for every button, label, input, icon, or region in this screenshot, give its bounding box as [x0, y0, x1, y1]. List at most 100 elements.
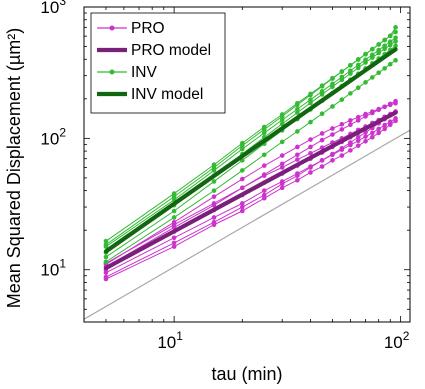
pro-point: [348, 122, 353, 128]
legend: PRO PRO model INV INV model: [90, 12, 226, 114]
inv-point: [339, 77, 345, 83]
pro-point: [363, 114, 368, 119]
inv-point: [370, 55, 375, 60]
pro-point: [240, 208, 245, 214]
pro-point: [279, 185, 285, 191]
pro-point: [240, 204, 245, 210]
y-tick-label: 103: [40, 0, 66, 17]
pro-point: [295, 157, 300, 162]
inv-point: [363, 60, 368, 65]
inv-point: [387, 39, 393, 44]
inv-point: [103, 254, 109, 260]
inv-point: [370, 46, 375, 52]
x-axis-label: tau (min): [211, 364, 282, 384]
inv-point: [279, 117, 285, 123]
inv-point: [382, 37, 387, 43]
inv-point: [261, 152, 267, 158]
pro-point: [370, 134, 375, 140]
inv-point: [393, 35, 398, 41]
y-tick-label: 101: [40, 257, 66, 280]
pro-point: [319, 164, 325, 169]
inv-point: [295, 106, 300, 112]
pro-point: [279, 161, 285, 167]
plot-frame: [83, 6, 411, 323]
inv-point: [103, 242, 109, 248]
pro-point: [330, 132, 335, 137]
inv-point: [355, 65, 361, 71]
inv-point: [295, 129, 300, 134]
inv-point: [261, 127, 267, 132]
pro-point: [382, 126, 387, 132]
inv-point: [393, 25, 398, 30]
pro-point: [261, 163, 267, 168]
inv-point: [363, 51, 368, 57]
inv-point: [211, 165, 217, 170]
x-tick-label: 101: [157, 329, 183, 352]
inv-point: [363, 80, 368, 85]
pro-point: [348, 142, 353, 148]
inv-point: [348, 62, 353, 68]
pro-point: [376, 130, 381, 136]
inv-point: [393, 43, 398, 49]
pro-point: [339, 127, 345, 132]
pro-point: [355, 134, 361, 140]
inv-point: [240, 143, 245, 148]
pro-point: [279, 165, 285, 170]
inv-point: [319, 111, 325, 117]
pro-point: [382, 122, 387, 128]
inv-point: [382, 46, 387, 52]
pro-point: [393, 116, 398, 121]
inv-point: [330, 76, 335, 81]
legend-label-pro-model: PRO model: [131, 42, 211, 59]
inv-point: [339, 69, 345, 74]
pro-point: [295, 171, 300, 176]
pro-point: [171, 244, 177, 249]
pro-point: [171, 240, 177, 246]
inv-point: [376, 50, 381, 56]
pro-point: [393, 98, 398, 104]
inv-point: [171, 208, 177, 214]
inv-point: [376, 70, 381, 76]
inv-point: [103, 238, 109, 244]
inv-point: [393, 57, 398, 63]
pro-point: [355, 138, 361, 143]
inv-point: [279, 139, 285, 145]
pro-point: [261, 188, 267, 193]
pro-point: [308, 150, 313, 156]
pro-point: [387, 119, 393, 124]
inv-point: [348, 91, 353, 96]
pro-point: [295, 177, 300, 183]
pro-point: [279, 179, 285, 184]
pro-point: [330, 158, 335, 163]
pro-model-series-line-7: [103, 110, 398, 271]
inv-point: [308, 92, 313, 98]
y-axis-label: Mean Squared Displacement (µm²): [4, 28, 24, 308]
pro-point: [339, 153, 345, 158]
inv-point: [355, 57, 361, 62]
inv-point: [211, 188, 217, 193]
pro-point: [376, 126, 381, 132]
pro-point: [319, 158, 325, 163]
pro-point: [319, 131, 325, 136]
inv-point: [279, 114, 285, 119]
pro-point: [240, 201, 245, 206]
inv-model-series-line-14: [103, 47, 398, 254]
pro-point: [376, 107, 381, 113]
inv-point: [295, 102, 300, 108]
legend-label-inv-model: INV model: [131, 86, 203, 103]
y-tick-label: 102: [40, 125, 66, 148]
inv-point: [319, 84, 325, 89]
inv-point: [240, 146, 245, 152]
pro-point: [382, 104, 387, 110]
inv-point: [393, 29, 398, 35]
pro-point: [348, 148, 353, 153]
inv-point: [240, 168, 245, 173]
pro-point: [387, 101, 393, 107]
pro-point: [211, 194, 217, 199]
pro-point: [348, 118, 353, 123]
pro-point: [370, 110, 375, 116]
inv-point: [295, 110, 300, 115]
pro-point: [339, 121, 345, 127]
inv-point: [103, 259, 109, 265]
